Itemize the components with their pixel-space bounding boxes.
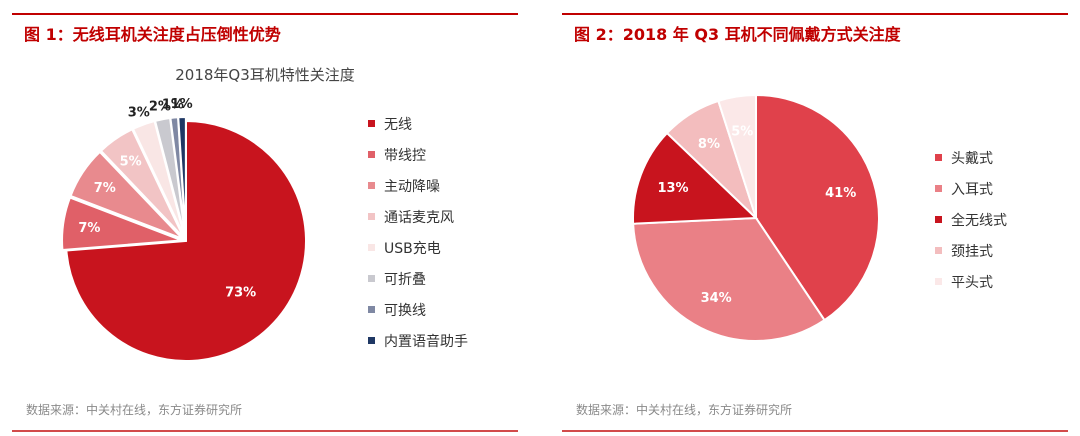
- figure-title: 图 1：无线耳机关注度占压倒性优势: [24, 25, 281, 44]
- data-label: 7%: [78, 221, 100, 236]
- legend-label: 头戴式: [951, 150, 993, 167]
- top-rule: [562, 13, 1068, 15]
- legend-item: USB充电: [368, 232, 468, 263]
- figure-panel-2: 图 2：2018 年 Q3 耳机不同佩戴方式关注度 41% 34% 13% 8% 5% …: [550, 0, 1080, 436]
- pie-slice: [61, 196, 183, 252]
- legend-swatch: [935, 154, 942, 161]
- bottom-rule: [562, 430, 1068, 432]
- legend-item: 可换线: [368, 294, 468, 325]
- legend-swatch: [368, 275, 375, 282]
- legend-label: 主动降噪: [384, 178, 440, 195]
- legend-swatch: [935, 247, 942, 254]
- legend-item: 主动降噪: [368, 170, 468, 201]
- data-label: 5%: [120, 155, 142, 170]
- chart-title: 2018年Q3耳机特性关注度: [175, 66, 355, 84]
- data-label: 1%: [162, 98, 184, 113]
- pie-slice: [632, 131, 759, 225]
- pie-slice: [99, 128, 185, 239]
- legend-swatch: [368, 120, 375, 127]
- figure-title: 图 2：2018 年 Q3 耳机不同佩戴方式关注度: [574, 25, 901, 44]
- legend-item: 头戴式: [935, 142, 1007, 173]
- legend-item: 全无线式: [935, 204, 1007, 235]
- legend-wearing-styles: 头戴式入耳式全无线式颈挂式平头式: [935, 142, 1007, 297]
- pie-slice: [717, 93, 757, 219]
- legend-label: 带线控: [384, 147, 426, 164]
- legend-swatch: [368, 182, 375, 189]
- data-label: 1%: [171, 97, 193, 112]
- legend-item: 入耳式: [935, 173, 1007, 204]
- data-label: 73%: [225, 285, 256, 300]
- legend-label: 可换线: [384, 302, 426, 319]
- data-label: 7%: [94, 181, 116, 196]
- legend-swatch: [935, 216, 942, 223]
- legend-item: 内置语音助手: [368, 325, 468, 356]
- top-rule: [12, 13, 518, 15]
- legend-item: 可折叠: [368, 263, 468, 294]
- bottom-rule: [12, 430, 518, 432]
- legend-swatch: [368, 337, 375, 344]
- data-label: 8%: [698, 137, 720, 152]
- figure-panel-1: 图 1：无线耳机关注度占压倒性优势 2018年Q3耳机特性关注度 73% 7% 7%…: [0, 0, 530, 436]
- pie-slice: [69, 150, 184, 240]
- data-label: 13%: [657, 181, 688, 196]
- data-label: 5%: [731, 125, 753, 140]
- legend-item: 通话麦克风: [368, 201, 468, 232]
- legend-item: 带线控: [368, 139, 468, 170]
- legend-swatch: [368, 244, 375, 251]
- legend-label: 全无线式: [951, 212, 1007, 229]
- pie-slice: [177, 116, 187, 238]
- legend-label: 无线: [384, 116, 412, 133]
- legend-swatch: [935, 278, 942, 285]
- pie-slice: [632, 216, 826, 342]
- legend-label: 颈挂式: [951, 243, 993, 260]
- data-label: 34%: [701, 291, 732, 306]
- pie-slice: [755, 93, 880, 322]
- data-label: 3%: [128, 105, 150, 120]
- pie-slice: [65, 119, 307, 362]
- legend-label: 可折叠: [384, 271, 426, 288]
- legend-swatch: [368, 306, 375, 313]
- legend-swatch: [368, 213, 375, 220]
- legend-swatch: [935, 185, 942, 192]
- legend-label: 内置语音助手: [384, 333, 468, 350]
- pie-chart-features: 73% 7% 7% 5% 3% 2%1%1%: [61, 97, 307, 362]
- source-note: 数据来源：中关村在线，东方证券研究所: [576, 403, 793, 417]
- legend-label: 平头式: [951, 274, 993, 291]
- legend-label: USB充电: [384, 240, 441, 257]
- legend-item: 无线: [368, 108, 468, 139]
- legend-item: 平头式: [935, 266, 1007, 297]
- legend-label: 入耳式: [951, 181, 993, 198]
- legend-item: 颈挂式: [935, 235, 1007, 266]
- legend-features: 无线带线控主动降噪通话麦克风 USB充电可折叠可换线内置语音助手: [368, 108, 468, 356]
- legend-swatch: [368, 151, 375, 158]
- pie-chart-wearing-styles: 41% 34% 13% 8% 5%: [632, 93, 880, 342]
- data-label: 41%: [825, 186, 856, 201]
- data-label: 2%: [149, 99, 171, 114]
- source-note: 数据来源：中关村在线，东方证券研究所: [26, 403, 243, 417]
- legend-label: 通话麦克风: [384, 209, 454, 226]
